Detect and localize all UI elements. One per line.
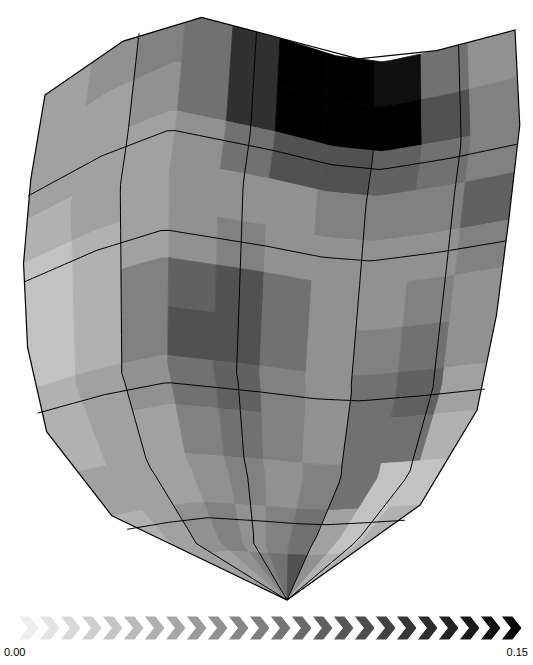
cell bbox=[403, 275, 455, 327]
parallel bbox=[28, 131, 518, 196]
colorbar-swatch bbox=[81, 616, 102, 640]
wireframe bbox=[24, 32, 518, 600]
colorbar-swatch bbox=[501, 616, 522, 640]
cell bbox=[352, 327, 403, 376]
cell bbox=[303, 418, 348, 466]
cell bbox=[262, 272, 312, 326]
cell bbox=[305, 372, 352, 420]
cell bbox=[250, 552, 287, 600]
cell bbox=[373, 100, 422, 152]
cell bbox=[412, 182, 466, 236]
colorbar-label: 0.00 bbox=[4, 646, 25, 658]
cell bbox=[398, 321, 449, 372]
colorbar-swatch bbox=[312, 616, 333, 640]
cell bbox=[260, 366, 306, 418]
meridian bbox=[237, 32, 287, 600]
cell bbox=[356, 282, 407, 331]
colorbar-swatch bbox=[123, 616, 144, 640]
cell bbox=[312, 235, 363, 285]
colorbar-swatch bbox=[186, 616, 207, 640]
colorbar-swatch bbox=[291, 616, 312, 640]
cell bbox=[315, 190, 368, 241]
outline bbox=[24, 17, 520, 600]
cell bbox=[324, 99, 373, 151]
colorbar-label: 0.15 bbox=[507, 646, 528, 658]
colorbar-swatch bbox=[39, 616, 60, 640]
cell bbox=[389, 458, 459, 508]
parallel bbox=[127, 518, 405, 529]
colorbar-swatch bbox=[480, 616, 501, 640]
colorbar-swatch bbox=[459, 616, 480, 640]
cell bbox=[214, 361, 262, 413]
colorbar-swatch bbox=[207, 616, 228, 640]
cell bbox=[264, 225, 315, 281]
colorbar-swatch bbox=[438, 616, 459, 640]
cell bbox=[218, 169, 270, 225]
cell bbox=[326, 53, 374, 106]
cell bbox=[168, 356, 219, 409]
colorbar-swatch bbox=[396, 616, 417, 640]
colorbar-swatch bbox=[228, 616, 249, 640]
cell bbox=[363, 191, 416, 242]
cell bbox=[176, 404, 225, 456]
cell bbox=[374, 54, 422, 107]
cell bbox=[264, 460, 304, 509]
cell bbox=[287, 553, 365, 601]
cell bbox=[230, 551, 287, 600]
cell bbox=[169, 160, 220, 217]
parallel bbox=[38, 383, 485, 413]
cell bbox=[348, 373, 398, 421]
colorbar-swatch bbox=[60, 616, 81, 640]
cell bbox=[309, 281, 360, 330]
cell bbox=[450, 268, 503, 322]
cell bbox=[421, 89, 470, 145]
colorbar-swatch bbox=[18, 616, 39, 640]
parallel bbox=[24, 230, 506, 282]
cell bbox=[171, 111, 226, 169]
colorbar-swatch bbox=[375, 616, 396, 640]
colorbar-swatch bbox=[144, 616, 165, 640]
colorbar-swatch bbox=[417, 616, 438, 640]
cell bbox=[260, 319, 309, 372]
meridian bbox=[120, 33, 287, 600]
colorbar-swatch bbox=[102, 616, 123, 640]
meridian bbox=[287, 61, 374, 600]
meridian bbox=[287, 45, 461, 600]
cell bbox=[168, 307, 215, 361]
cell bbox=[235, 504, 269, 553]
cell bbox=[367, 145, 422, 196]
cell bbox=[318, 144, 373, 195]
chart: 0.00 0.15 bbox=[0, 0, 533, 665]
colorbar: 0.00 0.15 bbox=[4, 616, 528, 658]
cell bbox=[306, 327, 356, 376]
surface bbox=[22, 13, 520, 600]
colorbar-swatch bbox=[333, 616, 354, 640]
colorbar-swatch bbox=[165, 616, 186, 640]
cell bbox=[168, 258, 216, 313]
cell bbox=[455, 220, 509, 275]
cell bbox=[262, 413, 305, 464]
cell bbox=[420, 410, 477, 461]
cell bbox=[416, 136, 470, 191]
colorbar-swatch bbox=[270, 616, 291, 640]
colorbar-swatch bbox=[249, 616, 270, 640]
colorbar-swatch bbox=[354, 616, 375, 640]
cell bbox=[444, 315, 496, 368]
